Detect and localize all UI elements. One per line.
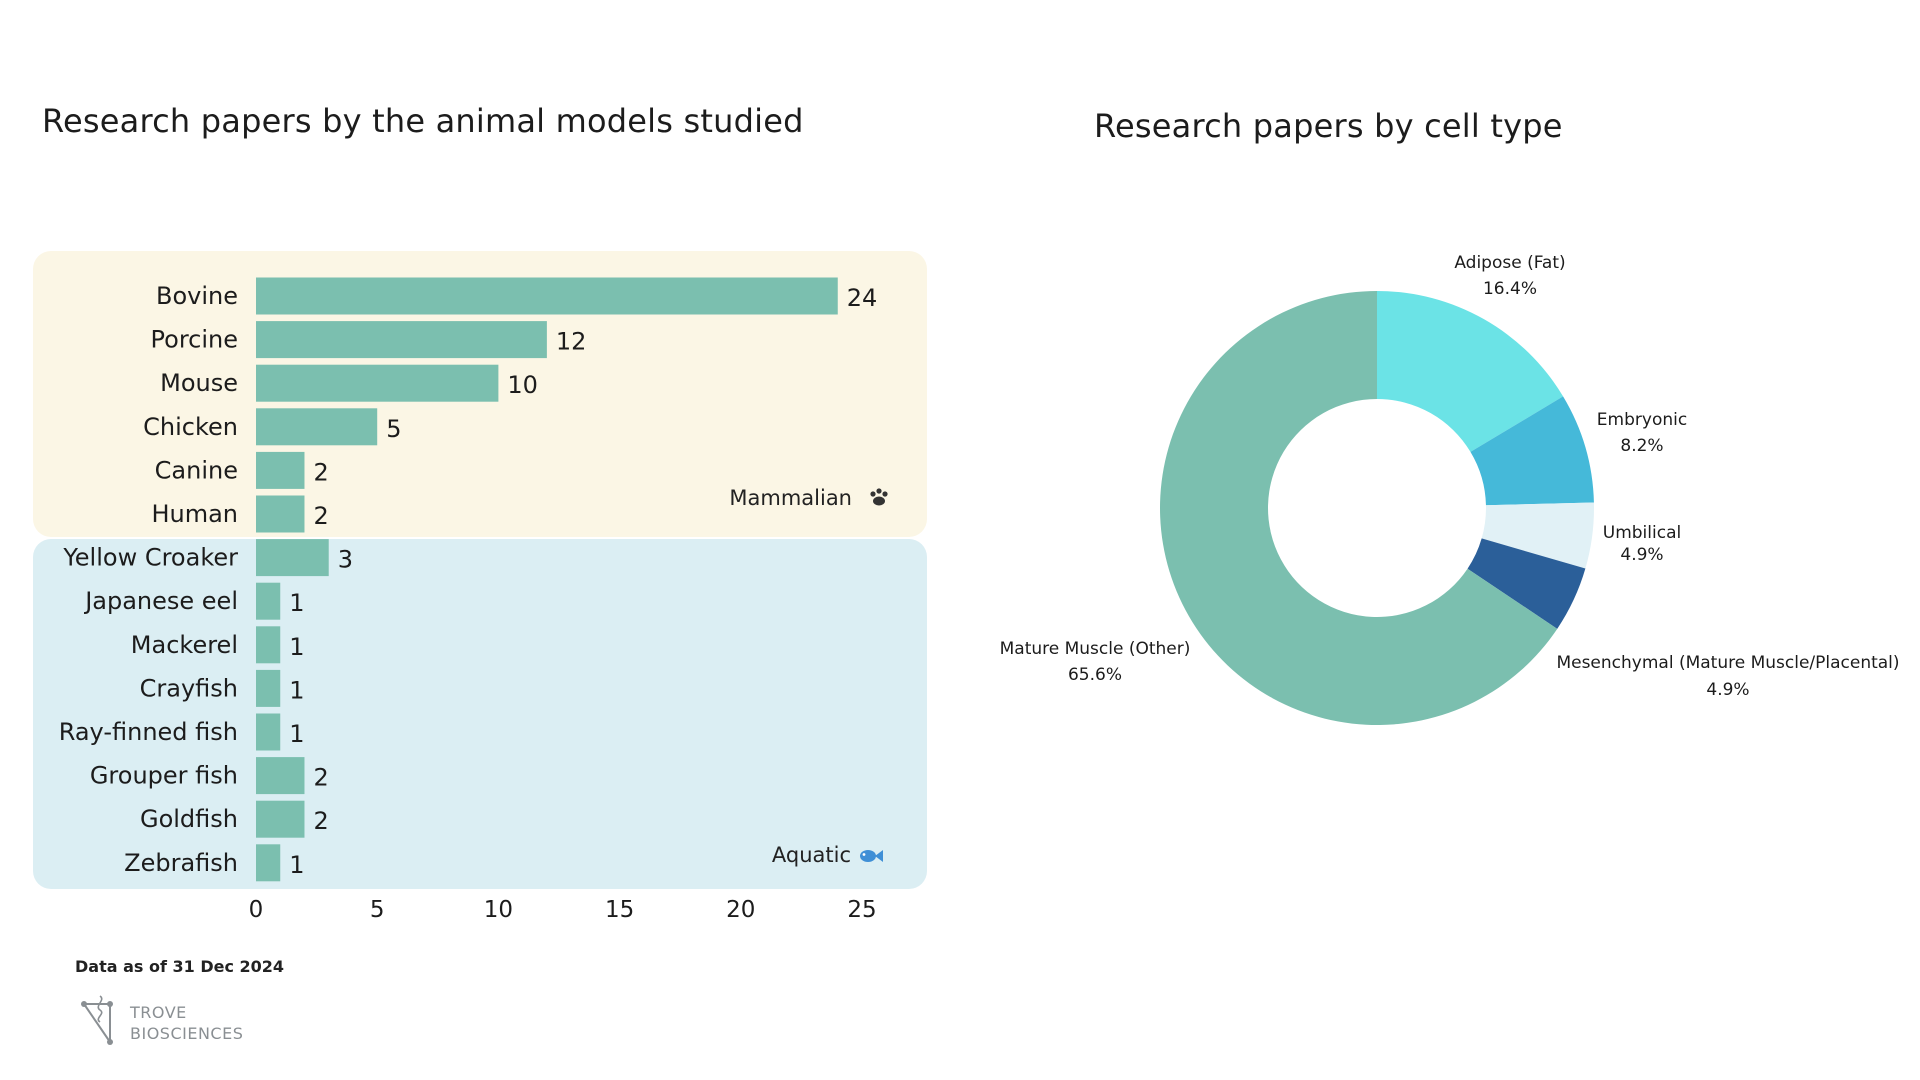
bar-value-label: 2 [313, 807, 328, 835]
slice-percent-label: 65.6% [1068, 665, 1122, 685]
bar-1 [256, 321, 547, 359]
aquatic-group-label: Aquatic [772, 843, 851, 867]
bar-7 [256, 582, 281, 620]
category-label: Grouper fish [90, 762, 238, 790]
slice-percent-label: 4.9% [1620, 545, 1663, 565]
bar-5 [256, 495, 305, 533]
category-label: Zebrafish [124, 849, 238, 877]
fish-icon [860, 850, 883, 862]
category-label: Canine [155, 456, 238, 484]
donut-slice-2 [1481, 502, 1594, 569]
x-tick-label: 5 [370, 897, 385, 923]
bar-value-label: 1 [289, 633, 304, 661]
donut-slice-3 [1467, 538, 1586, 629]
bar-value-label: 24 [847, 284, 878, 312]
bar-value-label: 1 [289, 851, 304, 879]
category-label: Ray-finned fish [59, 718, 238, 746]
category-label: Porcine [151, 326, 238, 354]
paw-icon [870, 488, 888, 506]
bar-11 [256, 757, 305, 795]
bar-10 [256, 713, 281, 751]
slice-label: Umbilical [1603, 523, 1681, 543]
category-label: Mackerel [131, 631, 238, 659]
data-date-note: Data as of 31 Dec 2024 [75, 957, 285, 976]
bar-3 [256, 408, 378, 446]
donut-chart-title: Research papers by cell type [1094, 107, 1563, 145]
bar-value-label: 3 [338, 546, 353, 574]
x-tick-label: 10 [484, 897, 513, 923]
x-tick-label: 20 [726, 897, 755, 923]
bar-value-label: 12 [556, 328, 587, 356]
bar-value-label: 5 [386, 415, 401, 443]
bar-value-label: 2 [313, 502, 328, 530]
x-tick-label: 15 [605, 897, 634, 923]
bar-8 [256, 626, 281, 664]
bar-13 [256, 844, 281, 882]
category-label: Bovine [156, 282, 238, 310]
bar-chart-title: Research papers by the animal models stu… [42, 102, 804, 140]
slice-percent-label: 8.2% [1620, 436, 1663, 456]
bar-value-label: 1 [289, 720, 304, 748]
trove-biosciences-logo: TROVE BIOSCIENCES [80, 990, 250, 1050]
logo-text-biosciences: BIOSCIENCES [130, 1024, 244, 1043]
category-label: Yellow Croaker [62, 544, 238, 572]
slice-label: Adipose (Fat) [1454, 253, 1565, 273]
category-label: Crayfish [140, 674, 238, 702]
x-tick-label: 0 [249, 897, 264, 923]
slice-label: Mesenchymal (Mature Muscle/Placental) [1556, 653, 1899, 673]
slice-label: Embryonic [1597, 410, 1687, 430]
category-label: Mouse [160, 369, 238, 397]
category-label: Chicken [143, 413, 238, 441]
slice-percent-label: 16.4% [1483, 279, 1537, 299]
slice-percent-label: 4.9% [1706, 680, 1749, 700]
mammalian-group-label: Mammalian [729, 486, 852, 510]
bar-2 [256, 364, 499, 402]
logo-mark-icon [81, 995, 113, 1045]
bar-value-label: 1 [289, 676, 304, 704]
donut-slice-1 [1470, 396, 1594, 506]
bar-value-label: 2 [313, 764, 328, 792]
bar-4 [256, 451, 305, 489]
bar-6 [256, 539, 329, 577]
donut-slice-4 [1160, 291, 1558, 725]
bar-value-label: 10 [507, 371, 538, 399]
bar-12 [256, 800, 305, 838]
x-tick-label: 25 [847, 897, 876, 923]
donut-chart: Adipose (Fat) 16.4% Embryonic 8.2% Umbilical… [1000, 253, 1900, 725]
category-label: Human [151, 500, 238, 528]
slice-label: Mature Muscle (Other) [1000, 639, 1191, 659]
bar-9 [256, 669, 281, 707]
logo-text-trove: TROVE [130, 1003, 187, 1022]
donut-slice-0 [1377, 291, 1564, 452]
category-label: Japanese eel [83, 587, 238, 615]
category-label: Goldfish [140, 805, 238, 833]
bar-value-label: 1 [289, 589, 304, 617]
bar-value-label: 2 [313, 458, 328, 486]
bar-0 [256, 277, 838, 315]
